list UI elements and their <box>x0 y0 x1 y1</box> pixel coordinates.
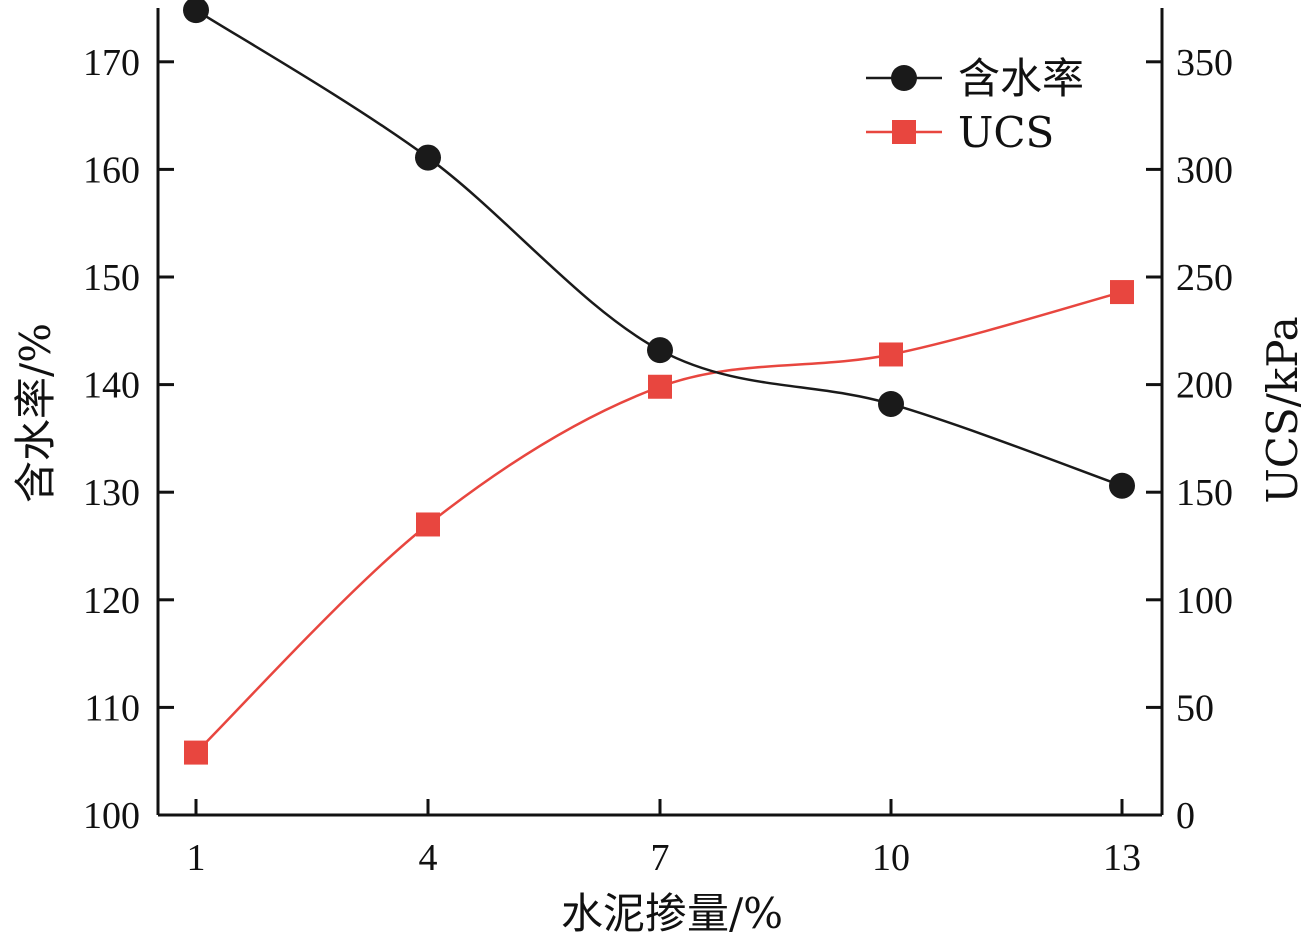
data-point-circle <box>647 337 673 364</box>
series-line <box>195 290 1123 754</box>
right-y-tick-label: 250 <box>1176 257 1233 299</box>
x-tick-label: 4 <box>419 837 438 879</box>
left-y-tick-label: 170 <box>83 42 140 84</box>
data-point-square <box>879 342 903 367</box>
legend: 含水率 UCS <box>866 54 1084 157</box>
left-y-tick-label: 110 <box>84 687 140 729</box>
right-y-axis-title: UCS/kPa <box>1258 316 1307 503</box>
left-y-tick-label: 130 <box>83 472 140 514</box>
right-y-tick-label: 0 <box>1176 795 1195 837</box>
legend-label: 含水率 <box>958 54 1084 103</box>
series-layer <box>183 0 1135 765</box>
ticks: 1 4 7 10 13 100 110 120 130 140 150 160 170 0 50 100 150… <box>83 42 1233 879</box>
data-point-circle <box>878 390 904 417</box>
data-point-square <box>416 512 440 537</box>
left-y-tick-label: 160 <box>83 149 140 191</box>
left-y-tick-label: 140 <box>83 365 140 407</box>
x-axis-title: 水泥掺量/% <box>561 889 783 938</box>
left-y-tick-label: 150 <box>83 257 140 299</box>
data-point-circle <box>415 144 441 171</box>
legend-label: UCS <box>958 108 1054 157</box>
left-y-tick-label: 120 <box>83 580 140 622</box>
x-tick-label: 7 <box>651 837 670 879</box>
legend-marker-circle <box>891 65 917 91</box>
x-tick-label: 13 <box>1103 837 1141 879</box>
legend-item: UCS <box>866 108 1054 157</box>
legend-marker-square <box>892 120 916 144</box>
data-point-square <box>648 374 672 399</box>
left-y-axis-title: 含水率/% <box>11 323 60 503</box>
x-tick-label: 1 <box>187 837 206 879</box>
series-ucs <box>184 280 1134 765</box>
right-y-tick-label: 350 <box>1176 42 1233 84</box>
right-y-tick-label: 200 <box>1176 365 1233 407</box>
right-y-tick-label: 150 <box>1176 472 1233 514</box>
data-point-circle <box>1109 472 1135 499</box>
right-y-tick-label: 100 <box>1176 580 1233 622</box>
legend-item: 含水率 <box>866 54 1084 103</box>
right-y-tick-label: 300 <box>1176 149 1233 191</box>
left-y-tick-label: 100 <box>83 795 140 837</box>
right-y-tick-label: 50 <box>1176 687 1214 729</box>
x-tick-label: 10 <box>872 837 910 879</box>
data-point-square <box>184 740 208 765</box>
series-moisture <box>183 0 1135 499</box>
data-point-square <box>1110 280 1134 305</box>
data-point-circle <box>183 0 209 24</box>
